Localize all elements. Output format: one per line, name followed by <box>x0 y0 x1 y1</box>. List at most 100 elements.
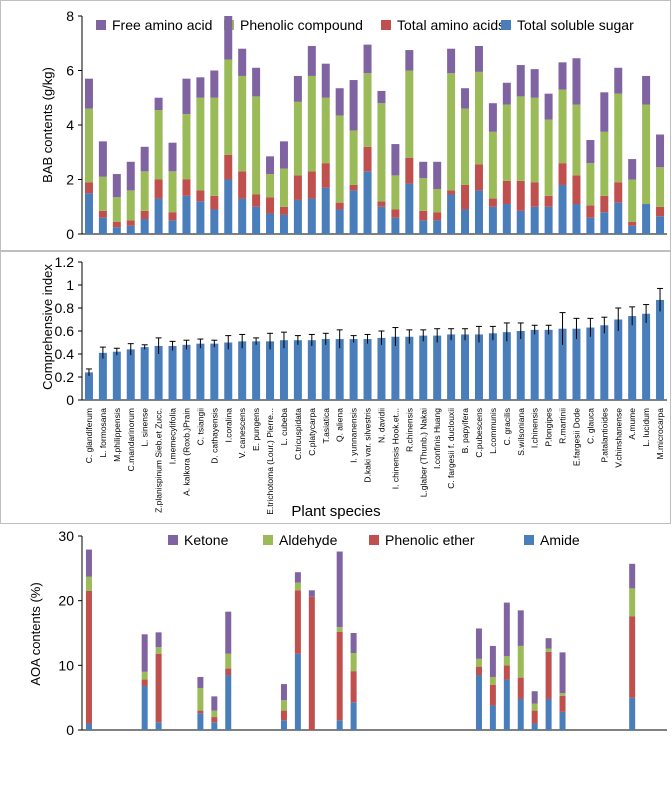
ci-bar <box>461 334 470 400</box>
aoa-bar-phenolic-ether <box>155 653 162 723</box>
aoa-legend-label: Aldehyde <box>279 532 338 548</box>
aoa-bar-amide <box>350 702 357 730</box>
ci-bar <box>224 342 233 400</box>
bab-bar-total-soluble-sugar <box>433 220 442 234</box>
species-label: Q. aliena <box>335 408 345 442</box>
ci-bar <box>84 372 93 400</box>
bab-bar-total-soluble-sugar <box>168 220 177 234</box>
species-label: L.glaber (Thunb.) Nakai <box>418 408 428 497</box>
bab-legend-label: Free amino acid <box>112 17 212 33</box>
bab-bar-total-amino-acids <box>154 179 163 199</box>
bab-bar-total-amino-acids <box>628 221 637 226</box>
bab-bar-total-soluble-sugar <box>586 217 595 234</box>
bab-bar-total-soluble-sugar <box>628 225 637 234</box>
aoa-bar-aldehyde <box>336 627 343 632</box>
species-label: A. kalkora (Roxb.)Prain <box>181 408 191 496</box>
bab-bar-phenolic-compound <box>335 115 344 203</box>
ci-bar <box>140 347 149 400</box>
bab-bar-phenolic-compound <box>656 167 665 207</box>
aoa-bar-ketone <box>225 611 232 654</box>
bab-bar-free-amino-acid <box>210 70 219 98</box>
aoa-bar-amide <box>503 679 510 730</box>
bab-bar-phenolic-compound <box>321 97 330 164</box>
ci-ytick-label: 1.2 <box>55 254 75 270</box>
species-label: C. tsiangii <box>195 408 205 445</box>
bab-bar-total-soluble-sugar <box>349 190 358 234</box>
bab-bar-free-amino-acid <box>558 62 567 90</box>
bab-bar-total-amino-acids <box>349 184 358 191</box>
bab-bar-total-soluble-sugar <box>98 217 107 234</box>
bab-bar-phenolic-compound <box>154 110 163 180</box>
bab-bar-phenolic-compound <box>642 104 651 205</box>
bab-bar-phenolic-compound <box>391 175 400 210</box>
bab-bar-total-soluble-sugar <box>405 183 414 234</box>
bab-contents-panel: BAB contents (g/kg) Free amino acid Pheno… <box>0 0 671 251</box>
bab-bar-free-amino-acid <box>363 44 372 74</box>
species-label: I.confinis Huang <box>432 408 442 469</box>
bab-bar-total-amino-acids <box>405 157 414 184</box>
bab-bar-total-amino-acids <box>600 195 609 213</box>
aoa-bar-aldehyde <box>225 653 232 669</box>
bab-ytick-label: 4 <box>66 117 74 133</box>
aoa-bar-amide <box>85 723 92 730</box>
bab-bar-total-amino-acids <box>252 194 261 207</box>
bab-bar-free-amino-acid <box>238 48 247 76</box>
bab-legend-label: Phenolic compound <box>240 17 363 33</box>
ci-bar <box>252 341 261 400</box>
bab-bar-free-amino-acid <box>488 103 497 132</box>
bab-bar-phenolic-compound <box>349 130 358 185</box>
aoa-bar-aldehyde <box>294 582 301 591</box>
aoa-bar-ketone <box>85 549 92 577</box>
aoa-legend: Ketone Aldehyde Phenolic ether Amide <box>168 532 580 548</box>
aoa-bar-ketone <box>211 696 218 711</box>
aoa-bar-phenolic-ether <box>294 590 301 654</box>
bab-bar-total-soluble-sugar <box>600 212 609 234</box>
species-label: Z.planispinum Sieb.et Zucc. <box>154 408 164 513</box>
species-label: C.platycarpa <box>307 408 317 456</box>
aoa-bar-aldehyde <box>197 687 204 711</box>
bab-bar-free-amino-acid <box>419 161 428 179</box>
aoa-legend-swatch <box>263 535 273 545</box>
comprehensive-index-axes: 0 0.2 0.4 0.6 0.8 1 1.2 <box>55 254 667 408</box>
species-label: R.chinensis <box>404 408 414 452</box>
bab-bar-free-amino-acid <box>321 63 330 98</box>
aoa-bar-aldehyde <box>141 671 148 680</box>
species-label: L. cubeba <box>279 408 289 446</box>
species-label: S.wilsoniana <box>516 408 526 456</box>
bab-bar-free-amino-acid <box>642 75 651 105</box>
bab-bar-phenolic-compound <box>419 178 428 211</box>
bab-bar-phenolic-compound <box>558 89 567 164</box>
bab-legend: Free amino acid Phenolic compound Total am… <box>96 17 634 33</box>
aoa-bar-amide <box>629 697 636 730</box>
bab-bar-free-amino-acid <box>168 142 177 172</box>
comprehensive-index-ylabel: Comprehensive index <box>40 264 55 390</box>
aoa-bar-ketone <box>503 602 510 657</box>
aoa-bar-aldehyde <box>545 648 552 652</box>
species-label: N. davidii <box>376 408 386 443</box>
aoa-legend-label: Amide <box>540 532 580 548</box>
aoa-bar-ketone <box>280 684 287 701</box>
bab-bar-total-soluble-sugar <box>182 195 191 234</box>
bab-bar-free-amino-acid <box>502 82 511 105</box>
species-label: T.asiatica <box>321 408 331 444</box>
bab-bar-total-amino-acids <box>112 221 121 228</box>
bab-bar-phenolic-compound <box>461 108 470 185</box>
species-label: I. chinensis Hook.et... <box>390 408 400 489</box>
bab-bar-total-amino-acids <box>182 179 191 196</box>
bab-ylabel: BAB contents (g/kg) <box>40 67 55 183</box>
bab-bar-total-soluble-sugar <box>516 210 525 234</box>
bab-bar-total-amino-acids <box>474 164 483 191</box>
bab-bar-total-amino-acids <box>140 210 149 220</box>
bab-bar-total-soluble-sugar <box>196 201 205 234</box>
ci-bar <box>558 328 567 400</box>
bab-bar-total-amino-acids <box>391 209 400 218</box>
aoa-bar-ketone <box>294 572 301 583</box>
bab-bar-total-soluble-sugar <box>530 206 539 234</box>
bab-bar-free-amino-acid <box>600 92 609 132</box>
bab-bar-total-amino-acids <box>335 202 344 210</box>
species-label: L. lucidum <box>641 408 651 447</box>
bab-bar-phenolic-compound <box>210 97 219 196</box>
ci-bar <box>238 341 247 400</box>
aoa-ylabel: AOA contents (%) <box>28 582 43 685</box>
bab-bar-total-soluble-sugar <box>293 199 302 234</box>
